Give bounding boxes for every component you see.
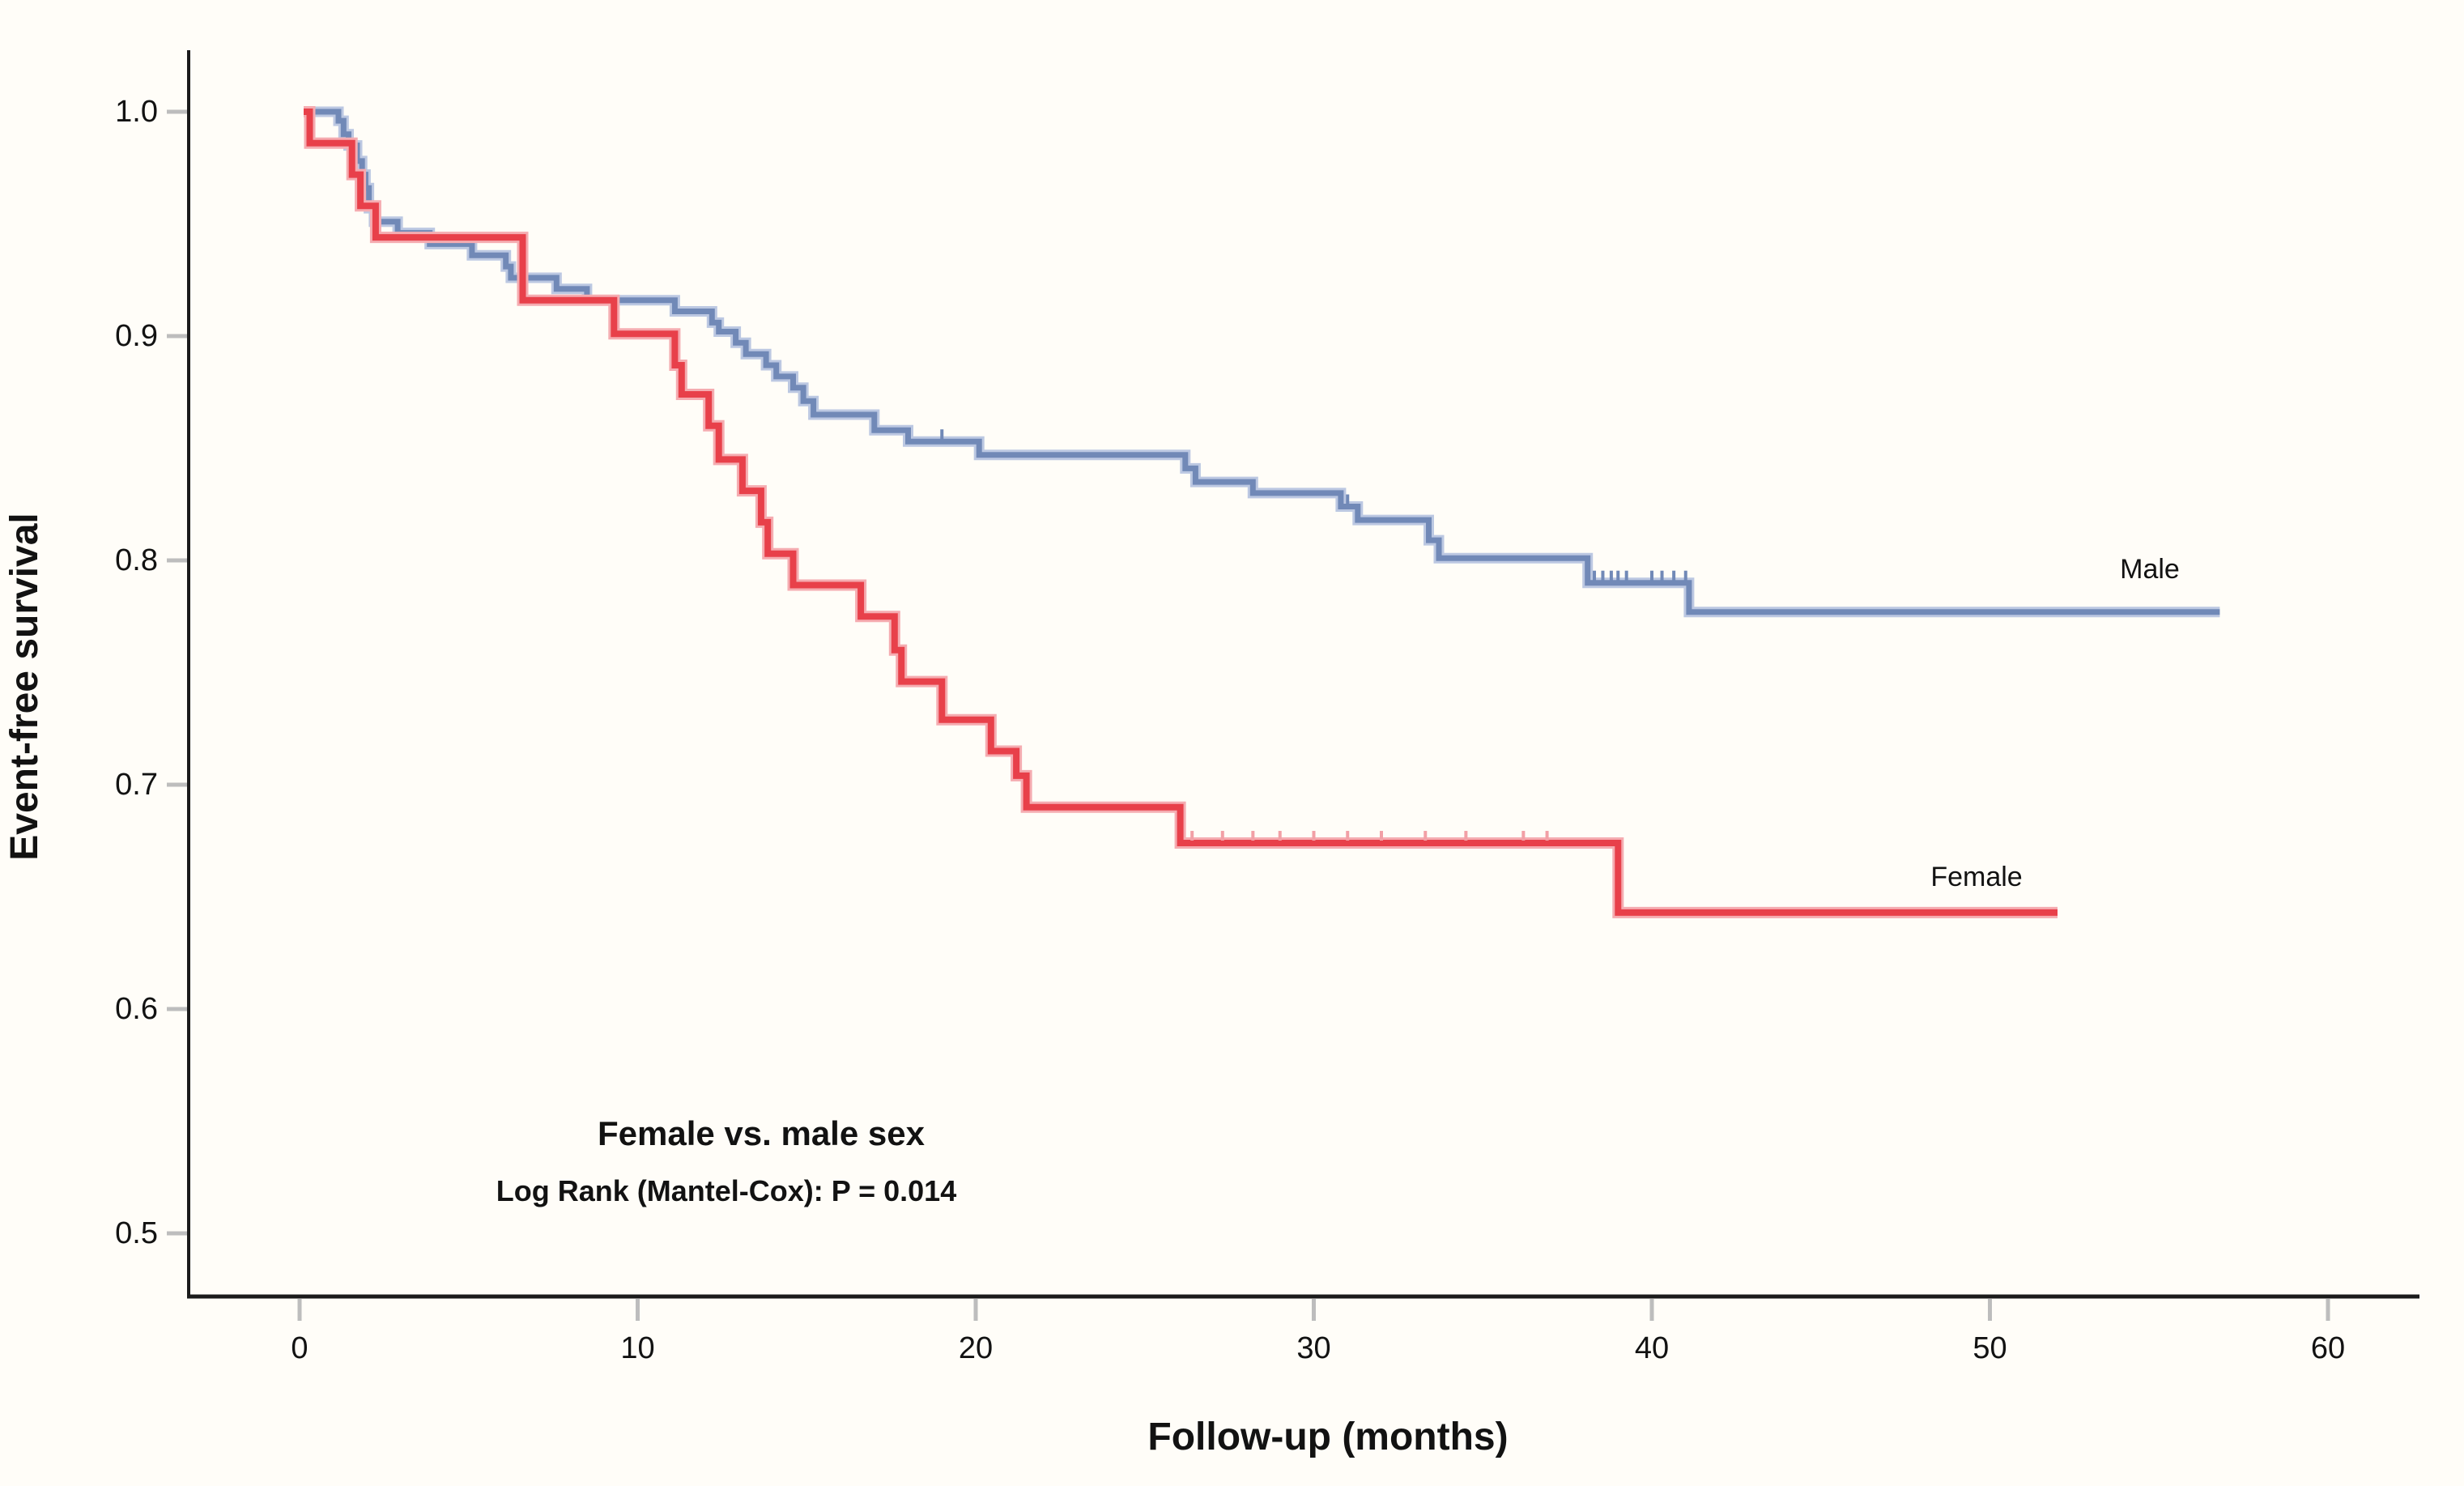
x-tick-label-40: 40 bbox=[1635, 1331, 1669, 1365]
x-tick-label-0: 0 bbox=[291, 1331, 308, 1365]
male-curve-path bbox=[304, 109, 2220, 615]
annotation-comparison-title: Female vs. male sex bbox=[598, 1114, 926, 1152]
annotation-logrank-pvalue: Log Rank (Mantel-Cox): P = 0.014 bbox=[496, 1174, 956, 1207]
female-curve-halo bbox=[304, 106, 2058, 918]
y-tick-label-0.8: 0.8 bbox=[115, 543, 158, 577]
y-tick-label-0.5: 0.5 bbox=[115, 1216, 158, 1250]
female-curve-label: Female bbox=[1930, 862, 2022, 892]
x-tick-label-60: 60 bbox=[2311, 1331, 2345, 1365]
y-tick-label-0.7: 0.7 bbox=[115, 768, 158, 802]
male-curve-halo bbox=[304, 106, 2220, 618]
x-axis-title: Follow-up (months) bbox=[1147, 1416, 1508, 1458]
male-curve-label: Male bbox=[2120, 554, 2180, 585]
x-tick-label-30: 30 bbox=[1296, 1331, 1330, 1365]
x-tick-label-20: 20 bbox=[959, 1331, 993, 1365]
y-tick-label-0.9: 0.9 bbox=[115, 319, 158, 353]
y-tick-label-1.0: 1.0 bbox=[115, 95, 158, 129]
y-tick-label-0.6: 0.6 bbox=[115, 992, 158, 1026]
female-curve-path bbox=[304, 109, 2058, 916]
x-tick-label-50: 50 bbox=[1972, 1331, 2007, 1365]
y-axis-title: Event-free survival bbox=[3, 513, 46, 861]
x-tick-label-10: 10 bbox=[620, 1331, 654, 1365]
generated-chart-layer: 1.0 0.9 0.8 0.7 0.6 0.5 0 10 20 30 40 50 60 bbox=[115, 50, 2419, 1365]
